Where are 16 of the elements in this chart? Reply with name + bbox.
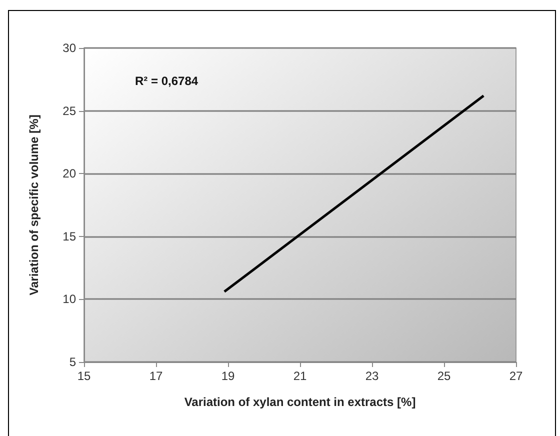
annotation: R² = 0,6784 <box>135 74 198 88</box>
y-tick-label: 20 <box>62 166 76 181</box>
y-tick-label: 25 <box>62 104 76 118</box>
x-tick-label: 19 <box>221 369 235 383</box>
x-tick-label: 23 <box>365 369 379 383</box>
x-axis-title: Variation of xylan content in extracts [%] <box>184 395 416 409</box>
x-tick-label: 15 <box>77 369 91 383</box>
x-tick-label: 21 <box>293 369 307 383</box>
y-axis-title: Variation of specific volume [%] <box>27 114 41 296</box>
y-tick-label: 30 <box>62 41 76 55</box>
y-tick-label: 10 <box>62 292 76 306</box>
y-tick-label: 5 <box>69 355 76 369</box>
x-tick-label: 17 <box>149 369 163 383</box>
x-tick-label: 25 <box>437 369 451 383</box>
x-tick-label: 27 <box>509 369 523 383</box>
y-tick-label: 15 <box>62 229 76 244</box>
